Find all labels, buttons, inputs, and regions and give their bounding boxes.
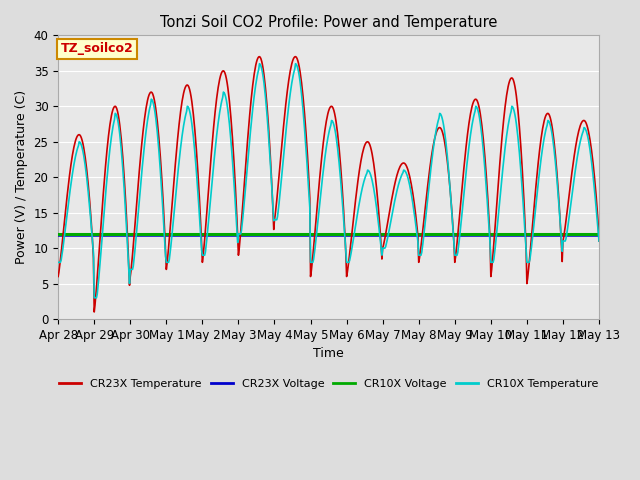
Title: Tonzi Soil CO2 Profile: Power and Temperature: Tonzi Soil CO2 Profile: Power and Temper… — [160, 15, 497, 30]
Y-axis label: Power (V) / Temperature (C): Power (V) / Temperature (C) — [15, 90, 28, 264]
Text: TZ_soilco2: TZ_soilco2 — [61, 42, 134, 55]
X-axis label: Time: Time — [313, 348, 344, 360]
Legend: CR23X Temperature, CR23X Voltage, CR10X Voltage, CR10X Temperature: CR23X Temperature, CR23X Voltage, CR10X … — [54, 374, 603, 393]
